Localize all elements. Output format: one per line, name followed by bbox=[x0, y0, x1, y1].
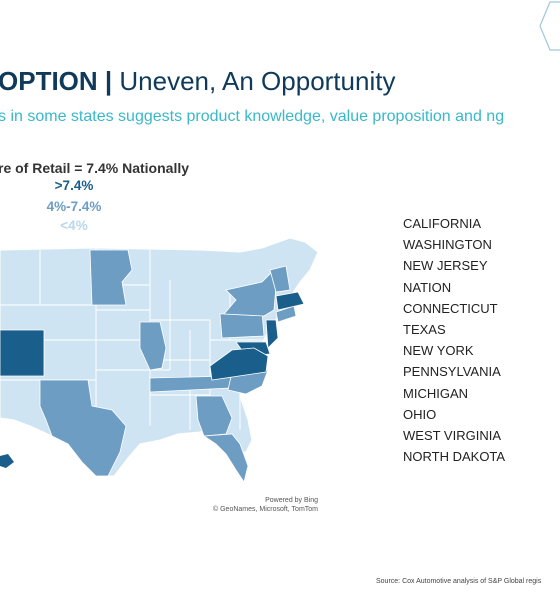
map-credit-line-1: Powered by Bing bbox=[265, 497, 318, 504]
source-footnote: Source: Cox Automotive analysis of S&P G… bbox=[376, 578, 542, 585]
legend-item-mid: 4%-7.4% bbox=[46, 199, 102, 214]
hexagon-decoration-icon bbox=[539, 1, 560, 51]
state-minnesota bbox=[89, 249, 133, 306]
legend-item-low: <4% bbox=[60, 218, 88, 233]
state-massachusetts bbox=[275, 291, 305, 311]
state-list-item: NEW YORK bbox=[403, 343, 474, 359]
state-list-item: WEST VIRGINIA bbox=[403, 427, 501, 443]
state-list: CALIFORNIA WASHINGTON NEW JERSEY NATION … bbox=[403, 213, 505, 467]
us-choropleth-map bbox=[0, 237, 319, 483]
state-illinois bbox=[139, 321, 167, 371]
state-list-item: CALIFORNIA bbox=[403, 216, 482, 231]
state-list-item: CONNECTICUT bbox=[403, 300, 498, 316]
legend-item-high: >7.4% bbox=[54, 178, 94, 193]
state-hawaii bbox=[0, 454, 14, 468]
state-borders bbox=[0, 248, 262, 430]
state-list-item: TEXAS bbox=[403, 321, 446, 337]
states-high-tier bbox=[0, 291, 305, 468]
page-subtitle: s in some states suggests product knowle… bbox=[0, 108, 505, 125]
state-georgia bbox=[195, 395, 233, 437]
state-new-york bbox=[223, 271, 277, 317]
state-texas bbox=[39, 379, 127, 477]
state-list-item: NATION bbox=[403, 279, 452, 295]
chart-title: re of Retail = 7.4% Nationally bbox=[0, 160, 190, 176]
map-credit: Powered by Bing © GeoNames, Microsoft, T… bbox=[198, 496, 318, 514]
state-colorado bbox=[0, 329, 45, 377]
state-list-item: OHIO bbox=[403, 406, 437, 422]
state-list-item: PENNSYLVANIA bbox=[403, 364, 501, 380]
states-mid-tier bbox=[39, 249, 297, 483]
state-list-item: NORTH DAKOTA bbox=[403, 449, 506, 465]
page-title: OPTION | Uneven, An Opportunity bbox=[0, 66, 395, 97]
state-vermont-nh bbox=[269, 265, 291, 293]
title-regular: Uneven, An Opportunity bbox=[112, 66, 396, 96]
state-new-jersey bbox=[265, 319, 279, 349]
title-bold: OPTION | bbox=[0, 66, 113, 96]
state-list-item: WASHINGTON bbox=[403, 237, 492, 253]
state-virginia bbox=[209, 347, 269, 381]
map-credit-line-2: © GeoNames, Microsoft, TomTom bbox=[213, 506, 318, 513]
state-florida bbox=[202, 433, 249, 483]
state-list-item: NEW JERSEY bbox=[403, 258, 488, 274]
state-list-item: MICHIGAN bbox=[403, 385, 468, 401]
